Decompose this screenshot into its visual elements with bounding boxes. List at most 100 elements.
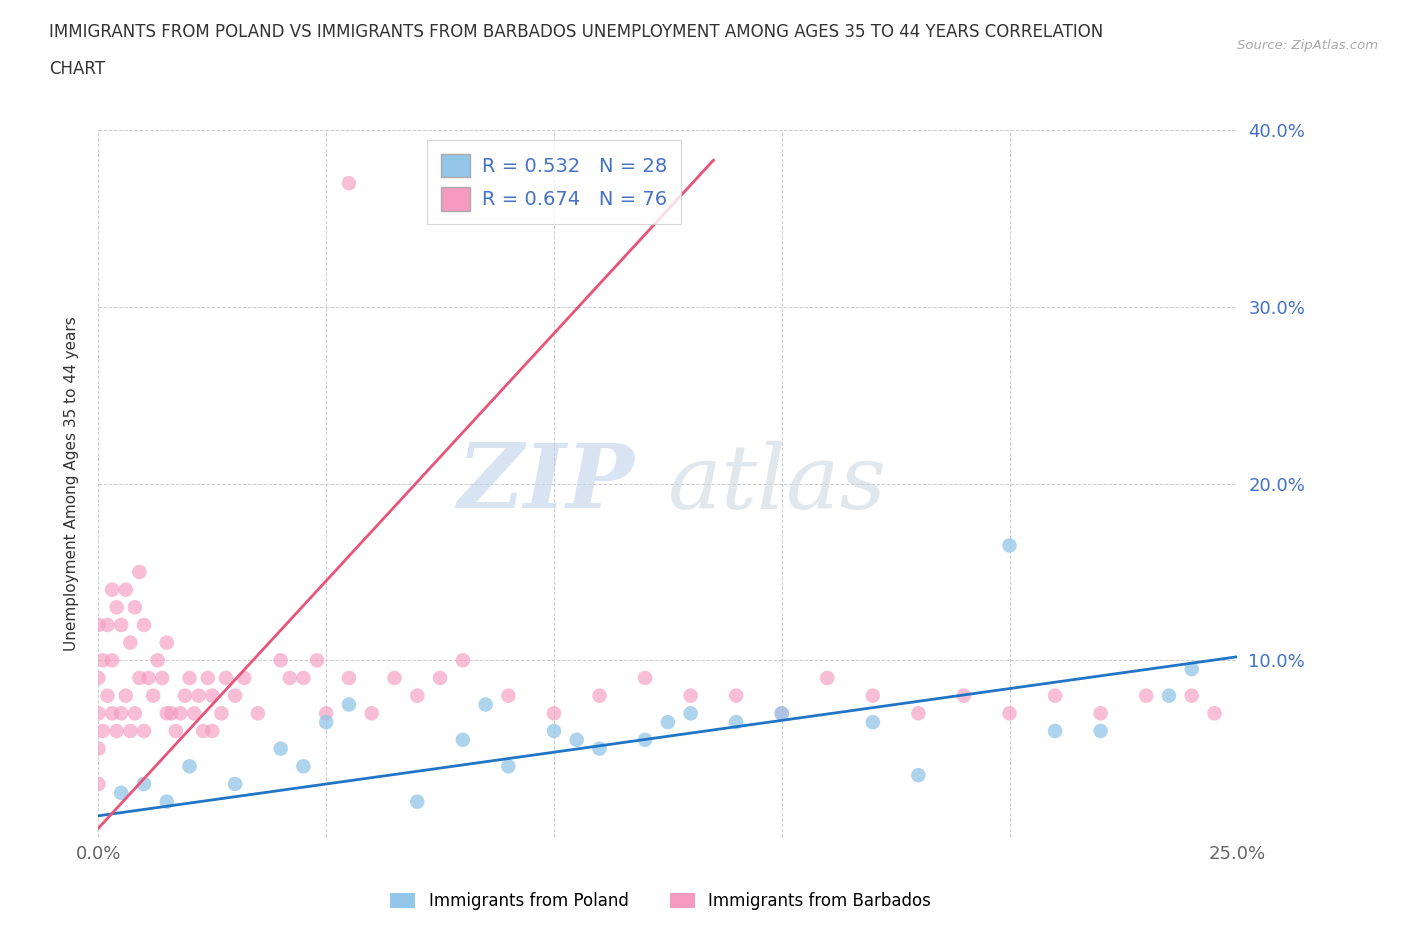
Point — [193, 724, 215, 738]
Point — [1157, 688, 1180, 703]
Point — [209, 706, 232, 721]
Point — [114, 688, 136, 703]
Point — [179, 671, 201, 685]
Point — [657, 714, 679, 729]
Point — [174, 688, 197, 703]
Text: IMMIGRANTS FROM POLAND VS IMMIGRANTS FROM BARBADOS UNEMPLOYMENT AMONG AGES 35 TO: IMMIGRANTS FROM POLAND VS IMMIGRANTS FRO… — [49, 23, 1104, 41]
Point — [128, 565, 150, 579]
Point — [132, 777, 155, 791]
Point — [105, 724, 128, 738]
Point — [124, 706, 146, 721]
Point — [132, 618, 155, 632]
Point — [315, 706, 337, 721]
Point — [1043, 724, 1066, 738]
Point — [128, 671, 150, 685]
Point — [110, 706, 132, 721]
Point — [142, 688, 165, 703]
Point — [197, 671, 219, 685]
Point — [215, 671, 238, 685]
Point — [224, 688, 246, 703]
Point — [907, 706, 929, 721]
Legend: R = 0.532   N = 28, R = 0.674   N = 76: R = 0.532 N = 28, R = 0.674 N = 76 — [427, 140, 681, 224]
Point — [588, 688, 610, 703]
Point — [384, 671, 406, 685]
Point — [110, 618, 132, 632]
Point — [87, 741, 110, 756]
Point — [429, 671, 451, 685]
Point — [179, 759, 201, 774]
Point — [588, 741, 610, 756]
Point — [770, 706, 793, 721]
Point — [87, 618, 110, 632]
Point — [770, 706, 793, 721]
Point — [1204, 706, 1226, 721]
Point — [337, 698, 360, 712]
Point — [907, 768, 929, 783]
Point — [150, 671, 173, 685]
Point — [101, 582, 124, 597]
Point — [224, 777, 246, 791]
Point — [998, 538, 1021, 552]
Point — [543, 724, 565, 738]
Point — [634, 733, 657, 748]
Point — [101, 706, 124, 721]
Point — [183, 706, 205, 721]
Point — [862, 688, 884, 703]
Point — [337, 176, 360, 191]
Text: CHART: CHART — [49, 60, 105, 78]
Point — [1135, 688, 1157, 703]
Point — [132, 724, 155, 738]
Point — [498, 759, 520, 774]
Point — [1181, 688, 1204, 703]
Point — [498, 688, 520, 703]
Point — [87, 777, 110, 791]
Point — [679, 688, 702, 703]
Point — [474, 698, 496, 712]
Point — [120, 635, 142, 650]
Point — [201, 724, 224, 738]
Point — [138, 671, 160, 685]
Point — [292, 671, 315, 685]
Point — [815, 671, 838, 685]
Point — [160, 706, 183, 721]
Point — [725, 688, 748, 703]
Point — [91, 653, 114, 668]
Y-axis label: Unemployment Among Ages 35 to 44 years: Unemployment Among Ages 35 to 44 years — [65, 316, 79, 651]
Point — [120, 724, 142, 738]
Point — [451, 733, 474, 748]
Point — [87, 671, 110, 685]
Point — [406, 794, 429, 809]
Point — [101, 653, 124, 668]
Text: ZIP: ZIP — [458, 440, 634, 527]
Point — [96, 618, 118, 632]
Legend: Immigrants from Poland, Immigrants from Barbados: Immigrants from Poland, Immigrants from … — [384, 885, 938, 917]
Point — [124, 600, 146, 615]
Point — [679, 706, 702, 721]
Text: atlas: atlas — [668, 440, 887, 527]
Point — [246, 706, 269, 721]
Point — [543, 706, 565, 721]
Point — [360, 706, 382, 721]
Point — [278, 671, 301, 685]
Point — [270, 741, 292, 756]
Point — [725, 714, 748, 729]
Point — [156, 706, 179, 721]
Point — [634, 671, 657, 685]
Point — [1043, 688, 1066, 703]
Point — [146, 653, 169, 668]
Point — [1090, 706, 1112, 721]
Point — [110, 785, 132, 800]
Point — [233, 671, 256, 685]
Point — [169, 706, 191, 721]
Point — [451, 653, 474, 668]
Point — [307, 653, 329, 668]
Point — [315, 714, 337, 729]
Point — [114, 582, 136, 597]
Point — [862, 714, 884, 729]
Point — [91, 724, 114, 738]
Point — [87, 706, 110, 721]
Point — [565, 733, 588, 748]
Text: Source: ZipAtlas.com: Source: ZipAtlas.com — [1237, 39, 1378, 52]
Point — [270, 653, 292, 668]
Point — [337, 671, 360, 685]
